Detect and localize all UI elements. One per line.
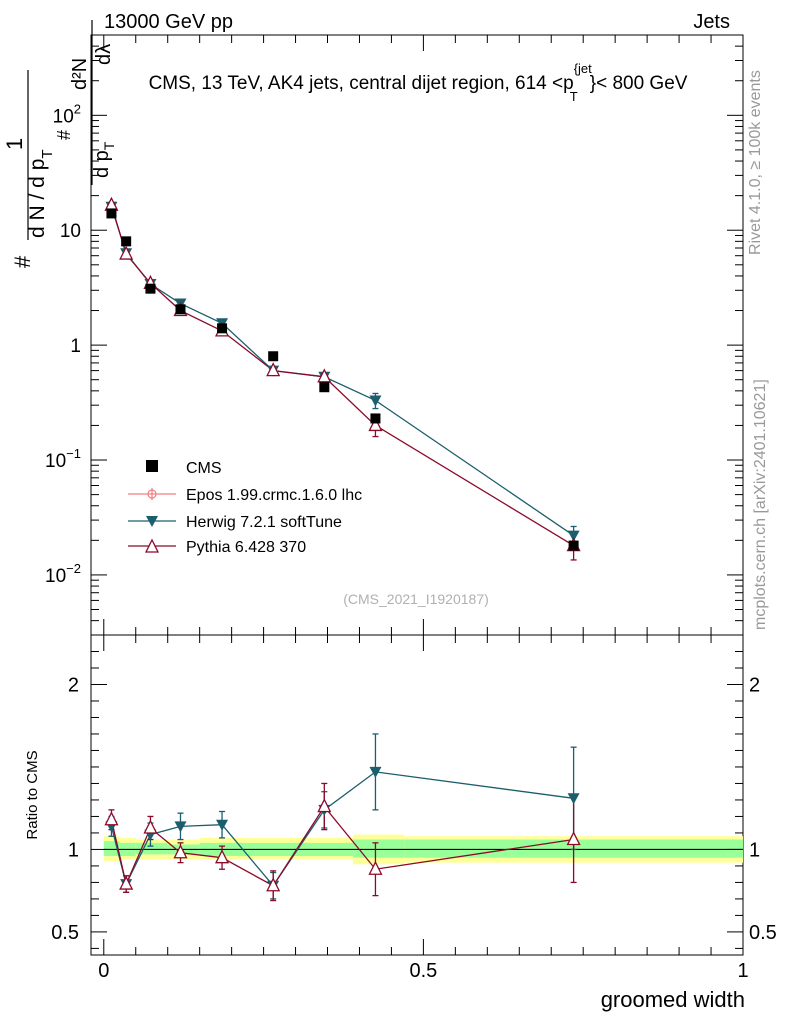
legend: CMS Epos 1.99.crmc.1.6.0 lhc Herwig 7.2.…	[128, 460, 362, 556]
pythia-ratio-point	[119, 875, 134, 890]
svg-text:d pT: d pT	[91, 141, 117, 178]
main-y-tick-labels: 102 10 1 10−1 10−2	[45, 101, 81, 587]
cms-point	[319, 382, 330, 393]
analysis-watermark: (CMS_2021_I1920187)	[343, 591, 489, 607]
pythia-ratio-point	[173, 844, 188, 859]
ratio-band-green	[353, 839, 405, 858]
cms-point	[268, 351, 279, 362]
ratio-axis-ticks	[91, 635, 744, 955]
cms-point	[217, 323, 228, 334]
legend-label-pythia: Pythia 6.428 370	[186, 539, 306, 556]
ratio-panel-frame	[90, 634, 744, 956]
cms-point	[121, 236, 132, 247]
ratio-y-tick-label-left: 1	[68, 839, 79, 861]
legend-label-epos: Epos 1.99.crmc.1.6.0 lhc	[186, 487, 362, 504]
main-y-axis-label: # 1 d N / d pT d²N # d pT dλ	[2, 20, 117, 268]
ratio-y-tick-label-right: 0.5	[749, 922, 777, 944]
pythia-point	[266, 362, 281, 377]
pythia-ratio-point	[104, 811, 119, 826]
herwig-ratio-point	[567, 793, 580, 805]
herwig-point	[567, 530, 580, 542]
cms-point	[568, 540, 579, 551]
svg-text:d²N: d²N	[69, 58, 91, 90]
main-title: CMS, 13 TeV, AK4 jets, central dijet reg…	[149, 61, 688, 104]
herwig-ratio-point	[216, 819, 229, 831]
cms-point	[175, 304, 186, 315]
pythia-point	[368, 416, 383, 432]
pythia-ratio-point	[214, 849, 230, 864]
herwig-ratio-point	[174, 821, 187, 833]
ratio-y-tick-label-left: 2	[68, 674, 79, 696]
pythia-ratio-point	[566, 831, 581, 846]
ratio-y-tick-label-left: 0.5	[51, 922, 79, 944]
header-left: 13000 GeV pp	[104, 11, 233, 33]
pythia-point	[119, 245, 134, 260]
pythia-ratio-point	[368, 860, 383, 875]
main-y-tick-label: 10−2	[45, 561, 81, 587]
cms-point	[106, 208, 117, 219]
svg-text:#: #	[10, 255, 35, 268]
ratio-y-tick-label-right: 1	[749, 839, 760, 861]
main-y-tick-label: 102	[53, 101, 81, 127]
legend-marker-pythia	[128, 538, 176, 553]
x-axis-label: groomed width	[601, 987, 745, 1012]
rivet-version-label: Rivet 4.1.0, ≥ 100k events	[747, 70, 764, 255]
pythia-ratio-point	[317, 798, 332, 813]
legend-marker-epos	[128, 488, 176, 500]
herwig-point	[369, 395, 382, 407]
pythia-ratio-point	[266, 877, 281, 892]
pythia-point	[317, 368, 332, 383]
ratio-uncertainty-bands	[103, 834, 743, 865]
legend-marker-herwig	[128, 516, 176, 527]
pythia-ratio-point	[143, 819, 158, 834]
cms-point	[145, 283, 156, 294]
svg-text:d N / d pT: d N / d pT	[26, 149, 56, 238]
herwig-ratio-point	[369, 766, 382, 778]
svg-text:1: 1	[2, 138, 27, 150]
x-tick-label: 0	[98, 960, 109, 982]
ratio-y-tick-label-right: 2	[749, 674, 760, 696]
main-y-tick-label: 10	[60, 221, 81, 242]
ratio-series-layer	[104, 733, 581, 902]
ratio-band-green	[135, 842, 168, 855]
main-series-layer	[104, 196, 581, 561]
svg-text:#: #	[54, 130, 74, 140]
x-tick-label: 1	[737, 960, 748, 982]
main-axis-ticks	[91, 34, 744, 636]
x-tick-label: 0.5	[409, 960, 437, 982]
cms-point	[370, 413, 381, 424]
legend-label-herwig: Herwig 7.2.1 softTune	[186, 514, 342, 531]
ratio-y-axis-label: Ratio to CMS	[24, 750, 41, 839]
mcplots-reference-label: mcplots.cern.ch [arXiv:2401.10621]	[752, 379, 769, 630]
header-right: Jets	[693, 11, 730, 33]
main-y-tick-label: 10−1	[45, 446, 81, 472]
legend-marker-cms	[146, 460, 158, 472]
ratio-tick-labels: 2 21 10.5 0.50 0.5 1	[51, 674, 777, 982]
main-y-tick-label: 1	[70, 336, 81, 357]
svg-text:dλ: dλ	[93, 44, 115, 65]
legend-label-cms: CMS	[186, 460, 222, 477]
